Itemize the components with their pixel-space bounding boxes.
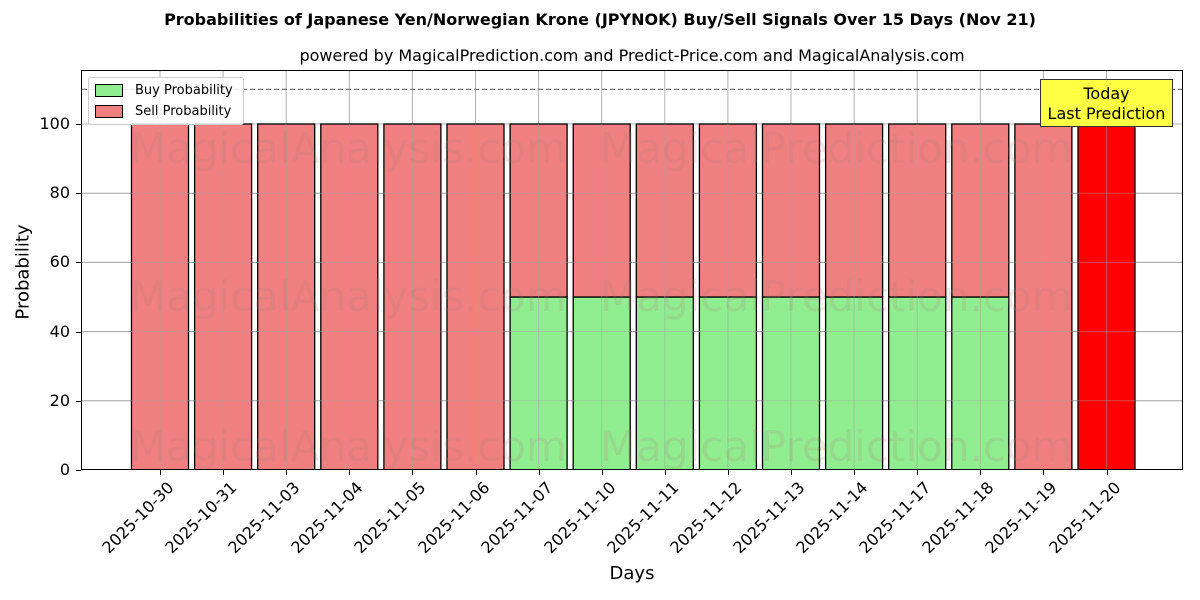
x-tick-mark: [791, 470, 792, 475]
x-tick-mark: [1106, 470, 1108, 475]
y-tick-label: 80: [49, 183, 70, 203]
x-tick-mark: [538, 470, 540, 475]
legend-buy-label: Buy Probability: [135, 82, 233, 98]
legend-item-buy: Buy Probability: [95, 81, 233, 99]
y-axis-label: Probability: [12, 224, 34, 320]
buy-swatch-icon: [95, 83, 123, 97]
x-tick-mark: [160, 470, 161, 475]
x-tick-mark: [601, 470, 603, 475]
y-tick-mark: [76, 262, 81, 264]
y-tick-label: 100: [39, 114, 70, 133]
legend: Buy Probability Sell Probability: [88, 77, 244, 125]
today-annotation: Today Last Prediction: [1040, 79, 1173, 127]
x-tick-mark: [1043, 470, 1045, 475]
x-tick-mark: [412, 470, 414, 475]
sell-swatch-icon: [95, 104, 123, 118]
plot-area: [81, 70, 1183, 470]
y-tick-label: 20: [49, 390, 70, 410]
y-tick-mark: [76, 400, 81, 402]
chart-subtitle: powered by MagicalPrediction.com and Pre…: [299, 46, 965, 65]
annotation-line-1: Today: [1083, 84, 1130, 103]
x-tick-mark: [917, 470, 919, 475]
x-tick-mark: [223, 470, 225, 475]
x-tick-mark: [980, 470, 982, 475]
legend-sell-label: Sell Probability: [135, 103, 232, 119]
y-tick-label: 40: [49, 321, 70, 341]
y-tick-mark: [76, 193, 81, 195]
bar-chart: [82, 71, 1182, 469]
x-tick-mark: [349, 470, 351, 475]
x-axis-label: Days: [609, 563, 655, 584]
x-tick-mark: [727, 470, 729, 475]
annotation-line-2: Last Prediction: [1047, 104, 1166, 123]
y-tick-mark: [76, 124, 81, 125]
y-tick-label: 0: [59, 460, 70, 479]
y-tick-label: 60: [49, 252, 70, 272]
y-tick-mark: [76, 470, 81, 471]
legend-item-sell: Sell Probability: [95, 102, 231, 120]
x-tick-mark: [854, 470, 856, 475]
x-tick-mark: [475, 470, 477, 475]
x-tick-mark: [664, 470, 666, 475]
chart-title: Probabilities of Japanese Yen/Norwegian …: [164, 10, 1036, 29]
x-tick-mark: [286, 470, 288, 475]
y-tick-mark: [76, 331, 81, 333]
